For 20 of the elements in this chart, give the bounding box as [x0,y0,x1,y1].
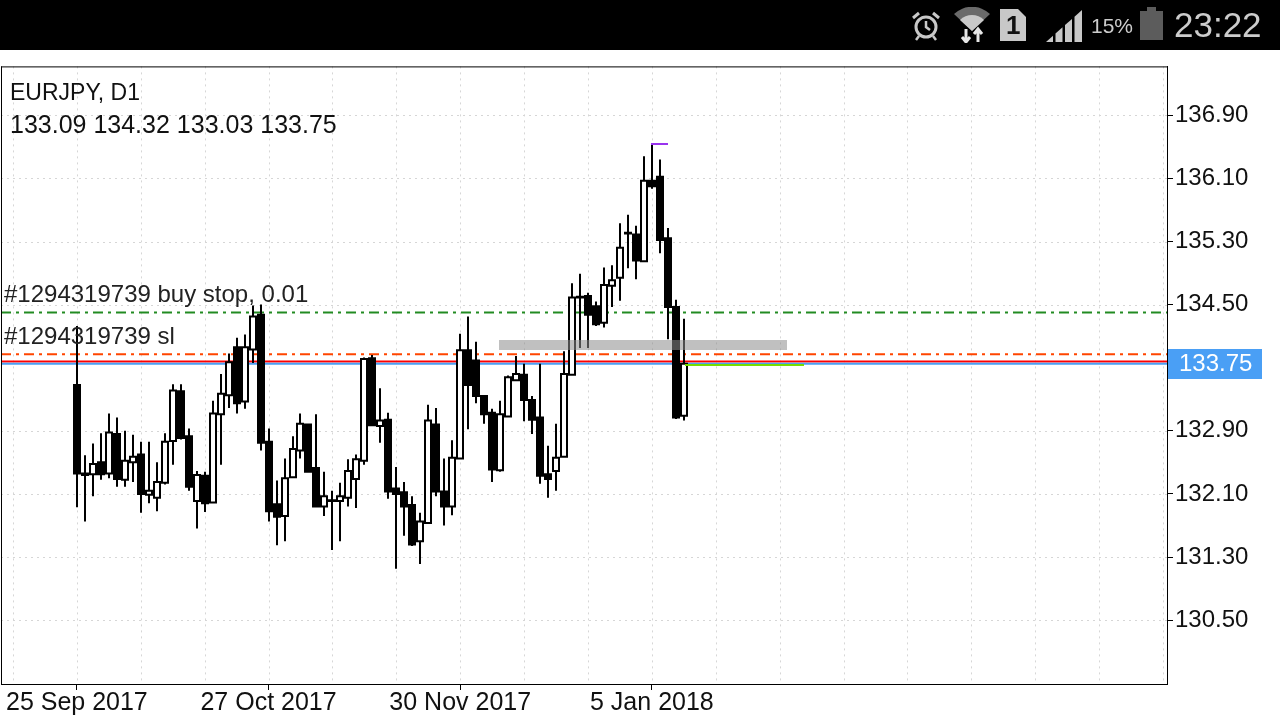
y-tick-label: 130.50 [1175,604,1249,632]
ref-line-label: #1294319739 buy stop, 0.01 [4,280,309,308]
y-tick-label: 132.10 [1175,478,1249,506]
text: 15% [1091,14,1134,37]
x-tick-label: 25 Sep 2017 [5,686,148,715]
x-tick-label: 30 Nov 2017 [389,686,532,715]
y-tick-label: 134.50 [1175,289,1249,317]
candlestick [616,222,624,302]
text: 133.09 134.32 133.03 133.75 [10,110,337,139]
sim-card-icon: 1 [1000,9,1026,41]
x-tick-label: 5 Jan 2018 [590,686,714,715]
text: EURJPY, D1 [10,79,140,106]
y-tick-label: 135.30 [1175,226,1249,254]
text: 23:22 [1174,5,1262,44]
ref-line-label: 133.75 [1179,349,1253,377]
y-tick-label: 136.10 [1175,163,1249,191]
x-tick-label: 27 Oct 2017 [200,686,337,715]
y-tick-label: 131.30 [1175,541,1249,569]
y-tick-label: 136.90 [1175,99,1249,127]
y-tick-label: 132.90 [1175,415,1249,443]
